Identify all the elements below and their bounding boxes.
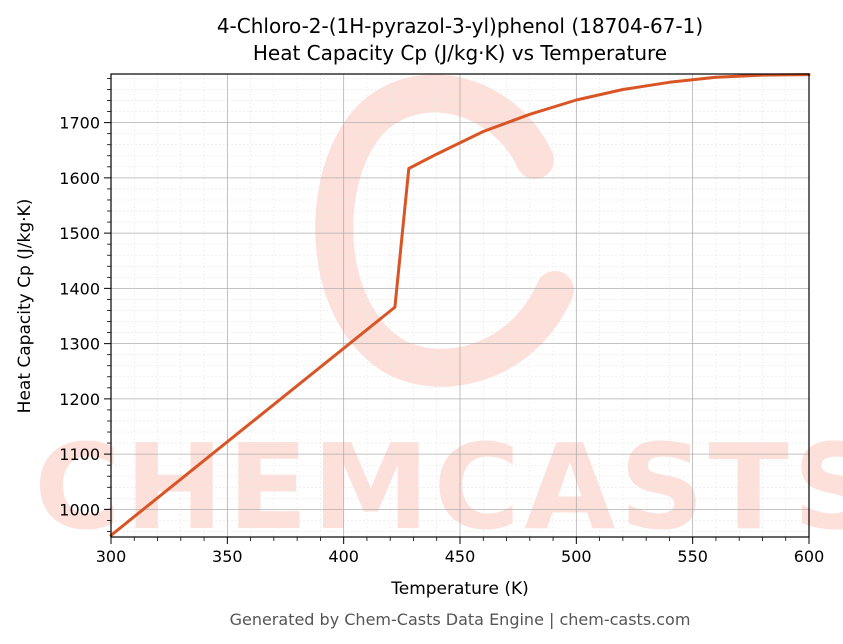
y-tick-label: 1100: [59, 445, 100, 464]
x-tick-label: 550: [677, 547, 708, 566]
y-axis-label: Heat Capacity Cp (J/kg·K): [15, 199, 35, 414]
x-axis-label: Temperature (K): [390, 579, 529, 599]
x-tick-label: 350: [212, 547, 243, 566]
footer-credit: Generated by Chem-Casts Data Engine | ch…: [230, 610, 691, 629]
y-tick-label: 1400: [59, 279, 100, 298]
x-tick-label: 300: [96, 547, 127, 566]
y-tick-label: 1200: [59, 390, 100, 409]
chart-title: 4-Chloro-2-(1H-pyrazol-3-yl)phenol (1870…: [217, 14, 703, 38]
y-tick-label: 1700: [59, 114, 100, 133]
y-tick-label: 1000: [59, 500, 100, 519]
series-line: [109, 73, 811, 537]
watermark-swirl: [315, 74, 574, 387]
y-tick-label: 1300: [59, 335, 100, 354]
y-tick-label: 1600: [59, 169, 100, 188]
x-tick-label: 400: [328, 547, 359, 566]
watermark: CHEMCASTS: [34, 74, 843, 556]
x-tick-label: 450: [445, 547, 476, 566]
y-tick-label: 1500: [59, 224, 100, 243]
x-tick-label: 600: [794, 547, 825, 566]
chart-subtitle: Heat Capacity Cp (J/kg·K) vs Temperature: [253, 41, 667, 65]
tick-labels: 300 350 400 450 500 550 600 1000 1100 1200 1300 140…: [59, 114, 824, 566]
x-tick-label: 500: [561, 547, 592, 566]
axis-ticks: [104, 78, 810, 544]
series-layer: [109, 73, 811, 537]
